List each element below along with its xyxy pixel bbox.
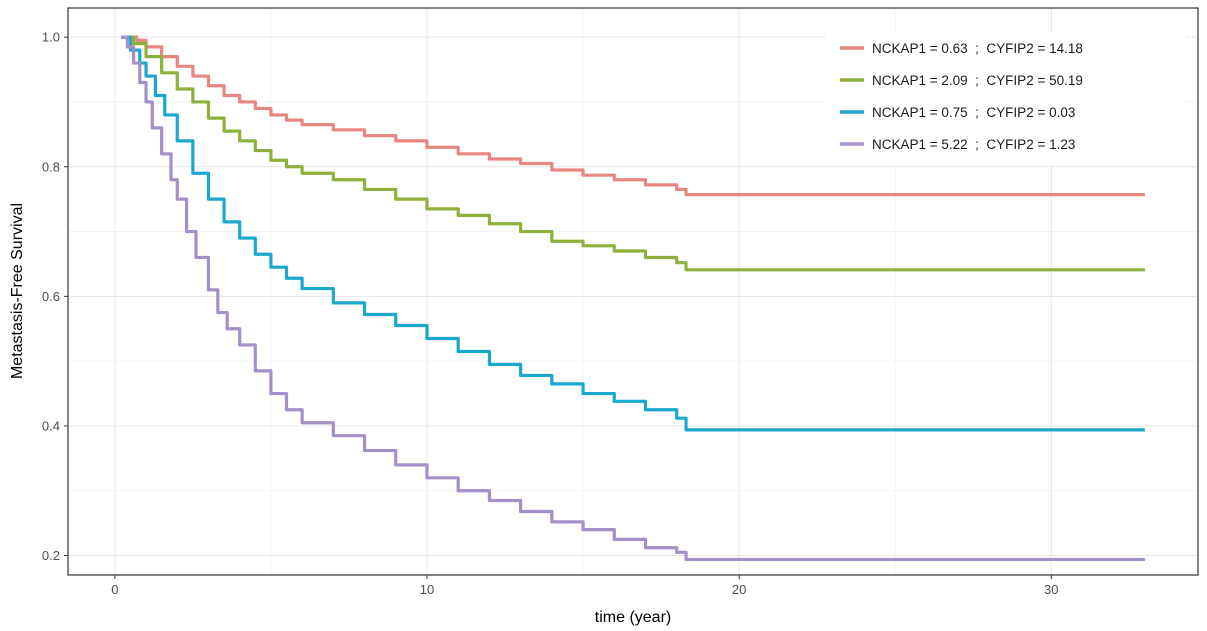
x-tick-label: 10: [420, 582, 434, 597]
plot-border: [67, 7, 1199, 576]
y-tick-label: 0.2: [42, 548, 60, 563]
y-tick-label: 0.4: [42, 418, 60, 433]
axis-ticks: 0 10 20 30 0.2 0.4 0.6 0.8 1.0: [42, 30, 1059, 597]
survival-curve: [121, 35, 1145, 562]
x-tick-label: 30: [1044, 582, 1058, 597]
x-axis-title: time (year): [595, 609, 671, 626]
legend-label: NCKAP1 = 5.22 ; CYFIP2 = 1.23: [872, 137, 1075, 152]
legend-label: NCKAP1 = 0.63 ; CYFIP2 = 14.18: [872, 41, 1083, 56]
legend-background: [826, 32, 1186, 164]
series-layer: [121, 35, 1145, 562]
legend: NCKAP1 = 0.63 ; CYFIP2 = 14.18 NCKAP1 = 2…: [826, 32, 1186, 164]
y-tick-label: 0.8: [42, 159, 60, 174]
y-axis-title: Metastasis-Free Survival: [9, 203, 26, 379]
legend-label: NCKAP1 = 0.75 ; CYFIP2 = 0.03: [872, 105, 1075, 120]
survival-curve: [121, 35, 1145, 197]
survival-curve: [121, 35, 1145, 272]
survival-curve: [121, 35, 1145, 432]
y-tick-label: 0.6: [42, 289, 60, 304]
x-tick-label: 20: [732, 582, 746, 597]
legend-label: NCKAP1 = 2.09 ; CYFIP2 = 50.19: [872, 73, 1083, 88]
grid-major: [68, 8, 1198, 575]
x-tick-label: 0: [111, 582, 118, 597]
y-tick-label: 1.0: [42, 30, 60, 45]
